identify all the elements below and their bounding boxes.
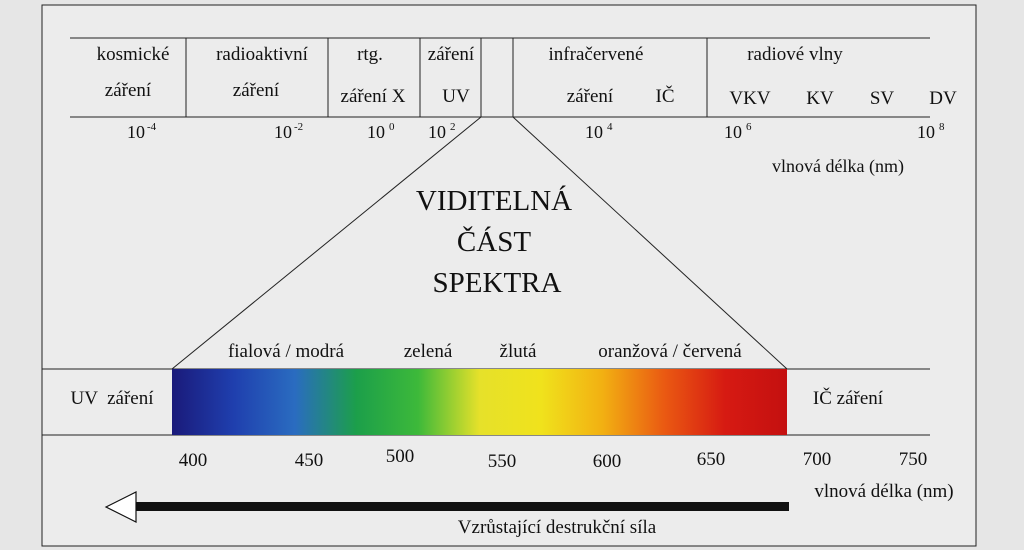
cat-radiowaves-line1: radiové vlny	[747, 44, 843, 65]
vis-tick-450: 450	[295, 450, 324, 471]
top-tick-2: 10 0	[367, 121, 395, 142]
color-label-green: zelená	[404, 341, 453, 362]
cat-radiowaves-sub-vkv: VKV	[729, 88, 770, 109]
cat-kosm-line2: záření	[105, 80, 152, 101]
visible-title-line3: SPEKTRA	[433, 267, 562, 299]
top-tick-0-exp: -4	[147, 121, 157, 133]
vis-tick-500: 500	[386, 446, 415, 467]
top-tick-4-base: 10	[585, 122, 603, 142]
vis-tick-600: 600	[593, 451, 622, 472]
top-ticks: 10 -4 10 -2 10 0 10 2 10 4 10 6 10 8	[127, 121, 945, 142]
vis-tick-650: 650	[697, 449, 726, 470]
cat-radio-line1: radioaktivní	[216, 44, 309, 65]
top-tick-6-exp: 8	[939, 121, 945, 133]
zoom-line-left	[171, 116, 482, 370]
color-label-orange-red: oranžová / červená	[598, 341, 742, 362]
top-tick-0: 10 -4	[127, 121, 157, 142]
top-tick-3-base: 10	[428, 122, 446, 142]
top-tick-5-exp: 6	[746, 121, 752, 133]
top-tick-0-base: 10	[127, 122, 145, 142]
zoom-line-right	[512, 116, 788, 370]
band-right-label: IČ záření	[813, 387, 884, 409]
top-tick-5-base: 10	[724, 122, 742, 142]
em-table: kosmické záření radioaktivní záření rtg.…	[70, 37, 957, 118]
arrow-head-icon	[104, 491, 137, 523]
visible-spectrum-band	[172, 369, 787, 435]
cat-radiowaves-sub-kv: KV	[806, 88, 834, 109]
top-tick-3-exp: 2	[450, 121, 456, 133]
vis-tick-700: 700	[803, 449, 832, 470]
visible-ticks: 400 450 500 550 600 650 700 750	[179, 446, 928, 472]
band-left-label: UV záření	[70, 388, 154, 409]
cat-radio-line2: záření	[233, 80, 280, 101]
frame	[41, 4, 977, 547]
top-tick-1-exp: -2	[294, 121, 303, 133]
cat-rtg-line1: rtg.	[357, 44, 383, 65]
arrow-label: Vzrůstající destrukční síla	[458, 517, 657, 538]
visible-title-line1: VIDITELNÁ	[416, 184, 572, 217]
top-tick-4-exp: 4	[607, 121, 613, 133]
top-tick-6: 10 8	[917, 121, 945, 142]
color-label-violet-blue: fialová / modrá	[228, 341, 345, 362]
cat-uv-line2: UV	[442, 86, 470, 107]
cat-radiowaves-sub-sv: SV	[870, 88, 895, 109]
top-tick-4: 10 4	[585, 121, 613, 142]
top-tick-2-base: 10	[367, 122, 385, 142]
top-tick-1: 10 -2	[274, 121, 303, 142]
vis-tick-550: 550	[488, 451, 517, 472]
vis-tick-400: 400	[179, 450, 208, 471]
top-tick-5: 10 6	[724, 121, 752, 142]
vis-tick-750: 750	[899, 449, 928, 470]
top-tick-1-base: 10	[274, 122, 292, 142]
top-tick-2-exp: 0	[389, 121, 395, 133]
top-axis-label: vlnová délka (nm)	[772, 156, 904, 177]
cat-ir-line1: infračervené	[549, 44, 644, 65]
visible-axis-label: vlnová délka (nm)	[814, 481, 953, 502]
cat-rtg-line2: záření X	[341, 86, 406, 107]
cat-ir-line2: záření	[567, 86, 614, 107]
cat-kosm-line1: kosmické	[97, 44, 170, 65]
top-tick-3: 10 2	[428, 121, 456, 142]
visible-title-line2: ČÁST	[457, 225, 531, 258]
top-tick-6-base: 10	[917, 122, 935, 142]
arrow-shaft	[134, 502, 789, 511]
destruction-arrow	[104, 491, 789, 523]
cat-uv-line1: záření	[428, 44, 475, 65]
cat-radiowaves-sub-dv: DV	[929, 88, 957, 109]
color-label-yellow: žlutá	[500, 341, 537, 362]
cat-ir-line3: IČ	[656, 85, 675, 107]
